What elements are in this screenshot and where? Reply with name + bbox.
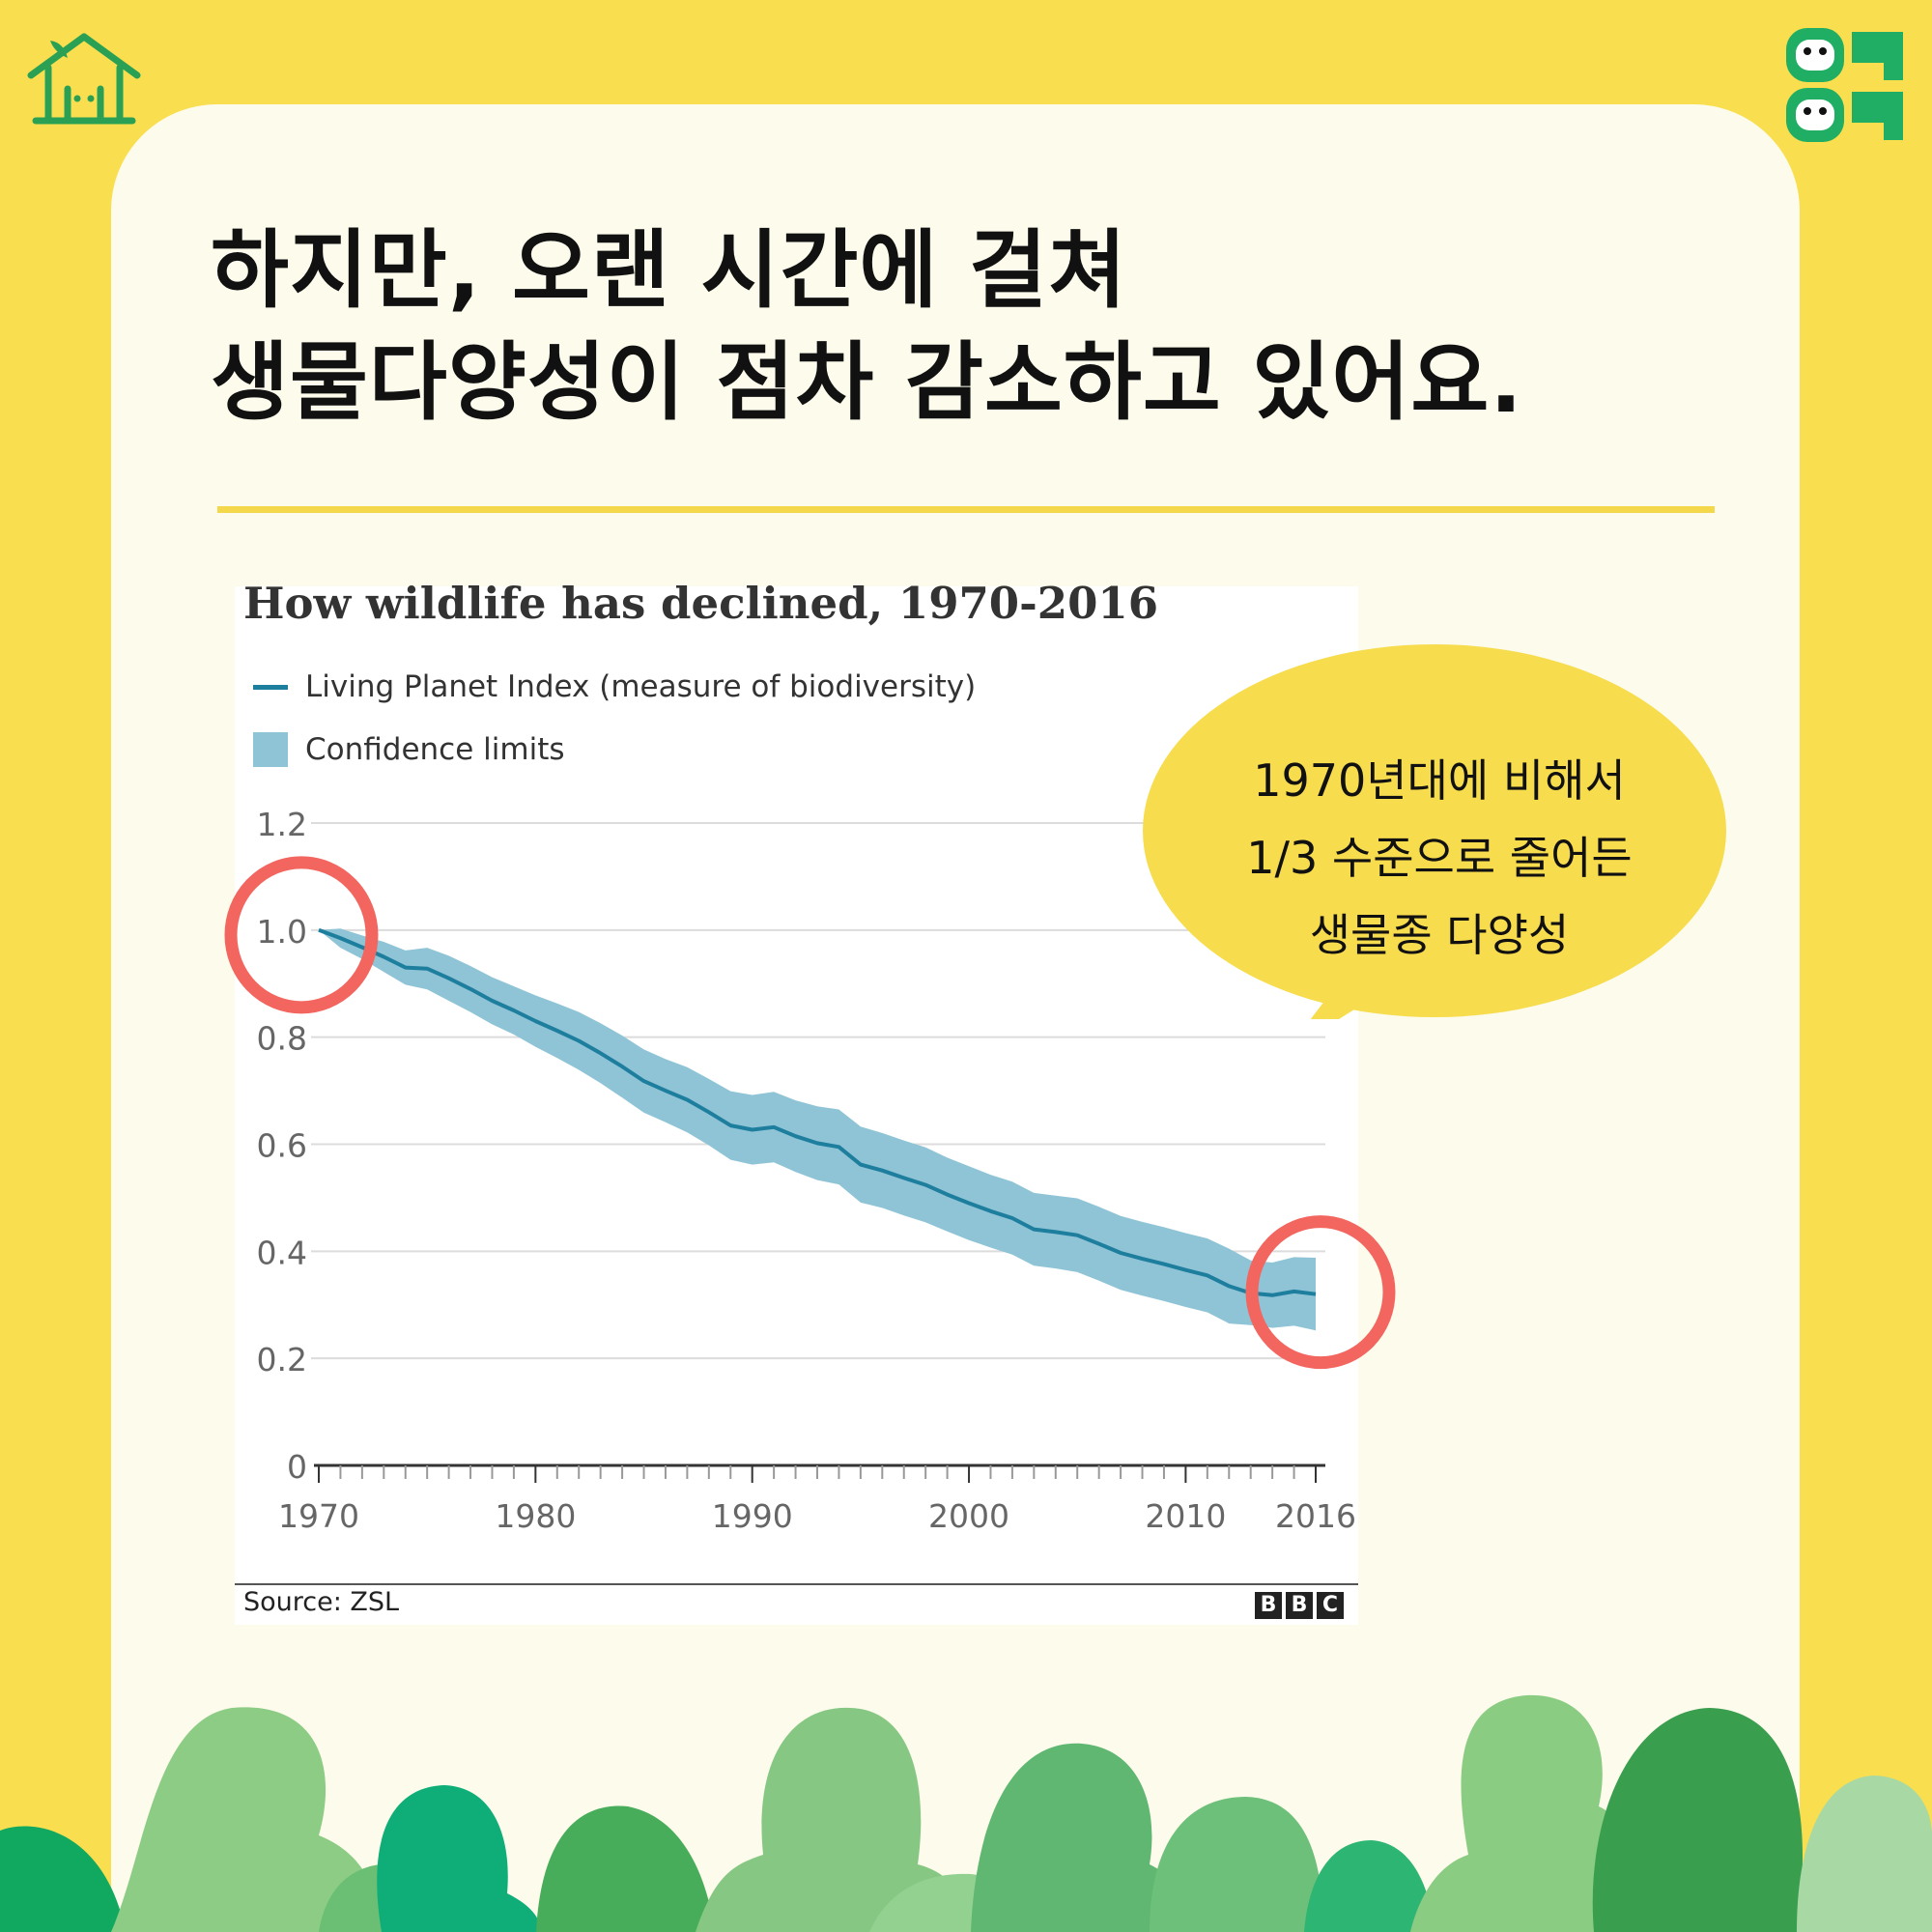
bbc-letter-c: C [1317,1592,1344,1619]
y-tick-label: 0.6 [257,1127,307,1165]
legend-label-confidence: Confidence limits [305,732,565,767]
x-tick-label: 1990 [712,1497,793,1535]
chart-title: How wildlife has declined, 1970-2016 [243,578,1159,629]
y-tick-label: 0 [287,1448,307,1486]
x-tick-label: 2016 [1275,1497,1356,1535]
callout-line-3: 생물종 다양성 [1309,909,1570,961]
headline-line-1: 하지만, 오랜 시간에 걸쳐 [211,220,1127,320]
callout-line-1: 1970년대에 비해서 [1253,754,1626,807]
highlight-circle-start [224,856,379,1014]
legend-label-index: Living Planet Index (measure of biodiver… [305,669,977,704]
bbc-letter-b2: B [1286,1592,1313,1619]
callout-line-2: 1/3 수준으로 줄어든 [1246,832,1633,884]
page-headline: 하지만, 오랜 시간에 걸쳐 생물다양성이 점차 감소하고 있어요. [211,214,1718,439]
headline-line-2: 생물다양성이 점차 감소하고 있어요. [211,332,1523,432]
speech-bubble [1143,644,1726,1019]
x-tick-label: 2000 [928,1497,1009,1535]
house-sprout-logo [27,33,141,125]
tree-silhouettes [0,1694,1932,1932]
y-tick-label: 0.8 [257,1020,307,1058]
headline-divider [217,506,1715,513]
highlight-circle-end [1245,1215,1396,1370]
bbc-letter-b1: B [1255,1592,1282,1619]
x-tick-label: 1980 [495,1497,576,1535]
confidence-band [319,928,1316,1331]
legend-item-confidence: Confidence limits [253,732,565,767]
y-tick-label: 1.2 [257,806,307,843]
y-tick-label: 0.4 [257,1234,307,1271]
y-tick-label: 1.0 [257,913,307,951]
y-tick-label: 0.2 [257,1341,307,1378]
x-tick-label: 2010 [1145,1497,1226,1535]
series-line-lpi [318,927,1317,1297]
legend-item-index: Living Planet Index (measure of biodiver… [253,669,976,704]
bbc-logo: B B C [1255,1592,1344,1619]
legend-box-swatch [253,732,288,767]
legend-line-swatch [253,684,288,690]
green-character-logo [1786,28,1903,142]
chart-source: Source: ZSL [243,1587,400,1617]
callout-text: 1970년대에 비해서 1/3 수준으로 줄어든 생물종 다양성 [1169,742,1710,974]
x-tick-label: 1970 [278,1497,359,1535]
